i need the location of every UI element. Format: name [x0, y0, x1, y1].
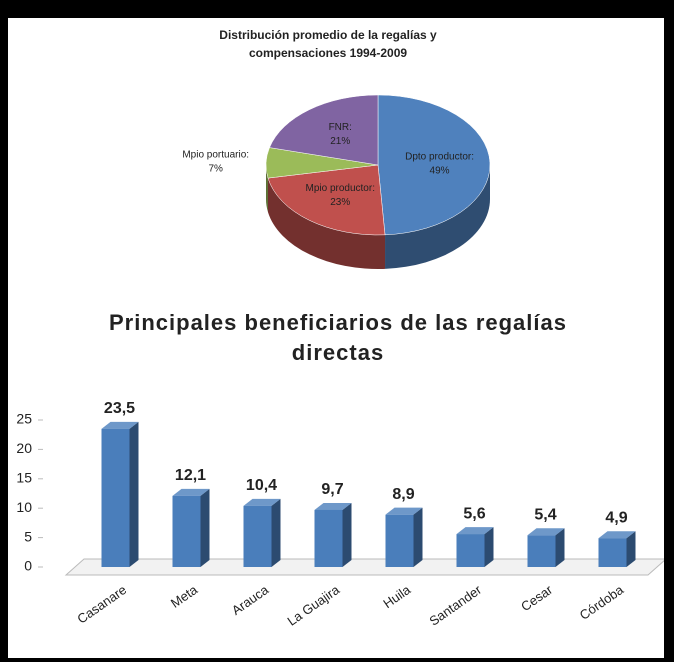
bar-side	[342, 502, 352, 567]
bar	[385, 514, 414, 567]
x-tick-label: Arauca	[229, 582, 272, 618]
value-label: 23,5	[104, 400, 135, 417]
bar-side	[555, 528, 565, 567]
pie-slice	[267, 164, 386, 236]
value-label: 4,9	[605, 509, 627, 526]
y-tick-label: 0	[24, 558, 32, 574]
bar-side	[271, 498, 281, 567]
chart: Dpto productor: 49% Mpio productor: 23% Mpio…	[16, 94, 664, 629]
y-tick-label: 5	[24, 528, 32, 544]
bar-top	[172, 488, 210, 496]
floor	[64, 558, 664, 576]
slice-label: Mpio productor:	[306, 183, 375, 194]
pie-side	[267, 178, 386, 269]
slice-value: 23%	[330, 197, 350, 208]
bar-side	[129, 421, 139, 567]
bar-top	[101, 421, 139, 429]
pie-slice	[269, 94, 379, 166]
slice-label: Mpio portuario:	[182, 149, 249, 160]
bar-top	[243, 498, 281, 506]
x-tick-label: Meta	[168, 582, 201, 611]
y-tick-label: 10	[16, 499, 32, 515]
bar	[243, 505, 272, 567]
y-tick-label: 15	[16, 470, 32, 486]
x-tick-label: Huila	[380, 582, 414, 612]
bar	[598, 538, 627, 567]
x-tick-label: Córdoba	[577, 582, 627, 623]
x-tick-label: Cesar	[518, 582, 556, 615]
y-tick-label: 20	[16, 440, 32, 456]
pie-title: Distribución promedio de la regalías y c…	[219, 28, 437, 60]
bar-side	[484, 527, 494, 567]
pie-side	[385, 165, 490, 269]
value-label: 5,4	[534, 506, 556, 523]
value-label: 5,6	[463, 505, 485, 522]
bar-side	[626, 531, 636, 567]
slice-value: 21%	[330, 136, 350, 147]
x-tick-label: La Guajira	[284, 582, 342, 629]
bar-side	[413, 507, 423, 567]
bar	[101, 428, 130, 567]
x-tick-label: Santander	[426, 582, 484, 629]
bar	[172, 495, 201, 567]
bar	[314, 509, 343, 567]
bar-top	[598, 531, 636, 539]
bar-top	[527, 528, 565, 536]
bar-title: Principales beneficiarios de las regalía…	[109, 310, 567, 365]
slice-value: 7%	[208, 163, 223, 174]
slice-value: 49%	[430, 165, 450, 176]
slice-label: Dpto productor:	[405, 151, 474, 162]
bar	[527, 535, 556, 567]
value-label: 9,7	[321, 481, 343, 498]
value-label: 12,1	[175, 467, 206, 484]
bar	[456, 534, 485, 567]
bar-top	[456, 527, 494, 535]
bar-side	[200, 488, 210, 567]
value-label: 8,9	[392, 486, 414, 503]
y-tick-label: 25	[16, 411, 32, 427]
value-label: 10,4	[246, 477, 277, 494]
bar-top	[385, 507, 423, 515]
bar-top	[314, 502, 352, 510]
x-tick-label: Casanare	[74, 582, 129, 627]
slice-label: FNR:	[329, 122, 352, 133]
pie-slice	[377, 94, 491, 236]
